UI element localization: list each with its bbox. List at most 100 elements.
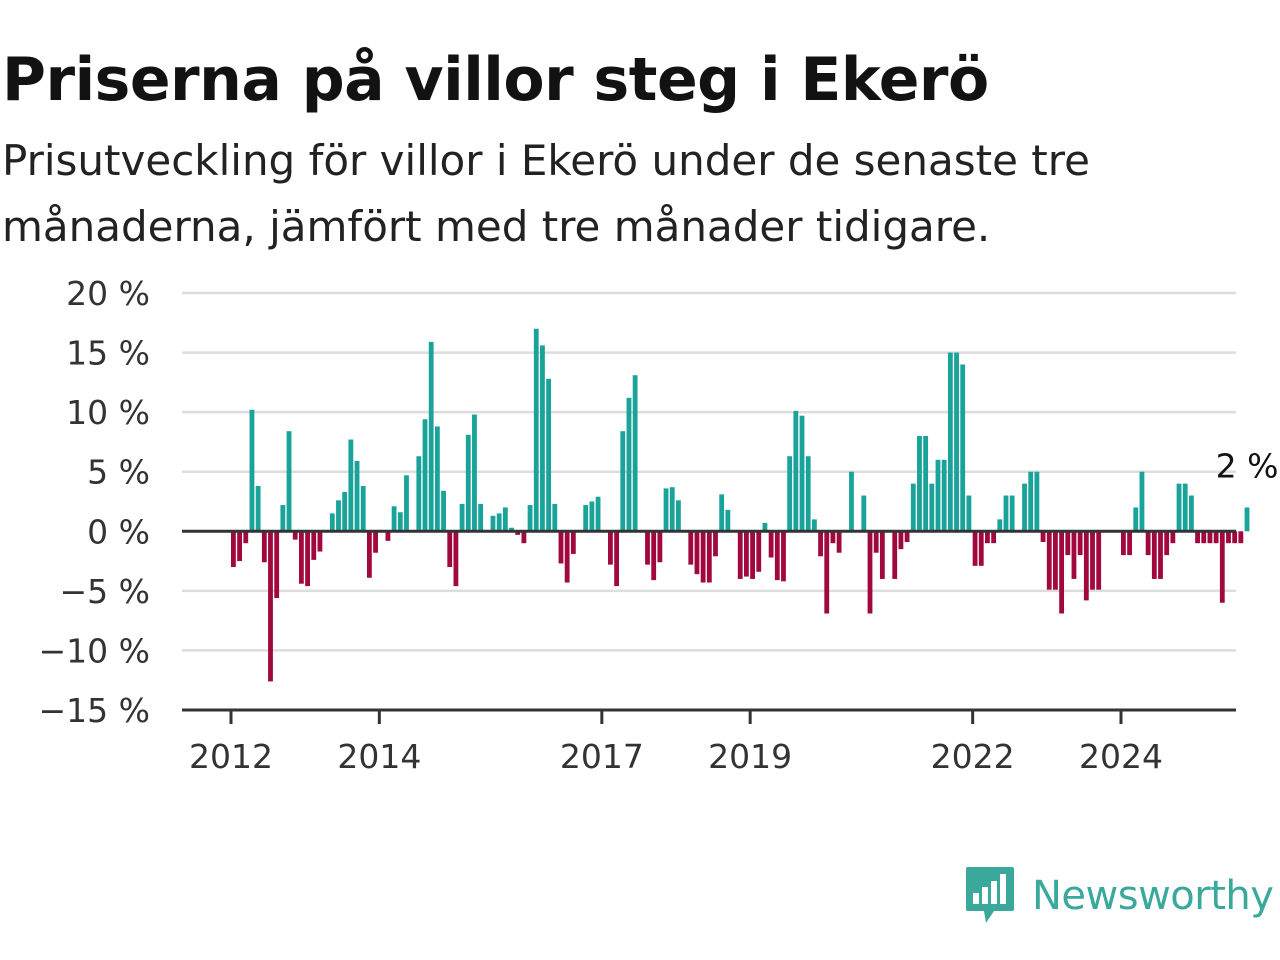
bar-positive (502, 507, 508, 532)
bars (231, 328, 1250, 682)
bar-negative (1090, 531, 1095, 590)
bar-negative (737, 531, 743, 579)
bar-negative (515, 531, 521, 535)
bar-negative (243, 531, 249, 544)
bar-positive (1133, 507, 1139, 532)
bar-positive (459, 503, 465, 532)
bar-positive (793, 410, 799, 532)
bar-positive (663, 488, 669, 532)
bar-negative (892, 531, 898, 579)
bar-positive (1139, 471, 1145, 532)
bar-negative (1046, 531, 1052, 590)
y-tick-label: 15 % (66, 334, 150, 373)
bar-positive (960, 364, 966, 532)
bar-positive (1003, 495, 1009, 532)
bar-positive (533, 328, 539, 532)
bar-negative (1151, 531, 1157, 579)
bar-positive (1188, 495, 1194, 532)
bar-negative (1065, 531, 1071, 556)
bar-negative (311, 531, 317, 560)
bar-positive (762, 522, 768, 532)
bar-negative (1232, 531, 1238, 544)
y-axis-labels: 20 % 15 % 10 % 5 % 0 % −5 % −10 % −15 % (39, 274, 151, 730)
bar-positive (360, 486, 366, 532)
bar-negative (1096, 531, 1102, 590)
bar-negative (898, 531, 904, 550)
bar-negative (1127, 531, 1133, 556)
bar-positive (404, 475, 409, 532)
bar-negative (261, 531, 267, 563)
bar-positive (787, 456, 793, 532)
bar-positive (428, 341, 434, 532)
bar-negative (904, 531, 910, 543)
bar-positive (255, 486, 261, 532)
bar-negative (305, 531, 310, 587)
bar-negative (447, 531, 453, 568)
bar-positive (1244, 507, 1250, 532)
bar-positive (472, 414, 477, 532)
bar-negative (645, 531, 650, 565)
bar-positive (422, 419, 428, 532)
bar-negative (1059, 531, 1065, 614)
bar-positive (1009, 495, 1015, 532)
x-tick-label: 2017 (560, 737, 644, 776)
bar-positive (249, 409, 255, 532)
bar-negative (237, 531, 243, 562)
bar-negative (706, 531, 712, 583)
bar-negative (385, 531, 391, 541)
bar-positive (941, 459, 947, 532)
bar-positive (391, 506, 397, 532)
bar-negative (781, 531, 786, 582)
bar-positive (861, 495, 867, 532)
bar-negative (564, 531, 570, 583)
bar-negative (830, 531, 836, 544)
x-tick-label: 2012 (189, 737, 273, 776)
last-value-annotation: 2 % (1216, 446, 1279, 485)
bar-positive (811, 519, 817, 532)
bar-negative (274, 531, 280, 599)
bar-negative (991, 531, 997, 544)
bar-negative (818, 531, 823, 557)
bar-negative (1226, 531, 1231, 544)
bar-negative (521, 531, 527, 544)
bar-negative (231, 531, 236, 568)
bar-positive (620, 431, 626, 532)
x-tick-label: 2024 (1079, 737, 1163, 776)
bar-negative (608, 531, 613, 565)
bar-positive (527, 505, 533, 532)
bar-negative (651, 531, 657, 581)
bar-positive (540, 345, 545, 532)
newsworthy-logo-icon (966, 867, 1014, 923)
bar-positive (1022, 483, 1027, 532)
bar-negative (1071, 531, 1077, 579)
bar-negative (292, 531, 298, 540)
bar-positive (595, 496, 601, 532)
y-tick-label: −15 % (39, 691, 151, 730)
bar-negative (700, 531, 706, 583)
bar-positive (416, 456, 422, 532)
bar-positive (496, 513, 502, 532)
bar-positive (632, 375, 638, 532)
bar-positive (1028, 471, 1034, 532)
bar-negative (694, 531, 700, 575)
bar-positive (1176, 483, 1182, 532)
bar-negative (867, 531, 873, 614)
bar-positive (1034, 471, 1040, 532)
bar-negative (558, 531, 564, 564)
bar-negative (768, 531, 774, 558)
bar-positive (329, 513, 335, 532)
bar-negative (570, 531, 576, 554)
bar-positive (336, 500, 341, 532)
bar-positive (348, 439, 354, 532)
bar-negative (1219, 531, 1225, 603)
bar-positive (509, 527, 514, 532)
x-tick-label: 2014 (337, 737, 421, 776)
y-tick-label: −10 % (39, 631, 151, 670)
bar-negative (1158, 531, 1163, 579)
bar-negative (985, 531, 990, 544)
bar-positive (434, 426, 440, 532)
bar-negative (1164, 531, 1170, 556)
bar-negative (1077, 531, 1083, 556)
y-tick-label: 0 % (87, 512, 150, 551)
axes (182, 529, 1236, 724)
